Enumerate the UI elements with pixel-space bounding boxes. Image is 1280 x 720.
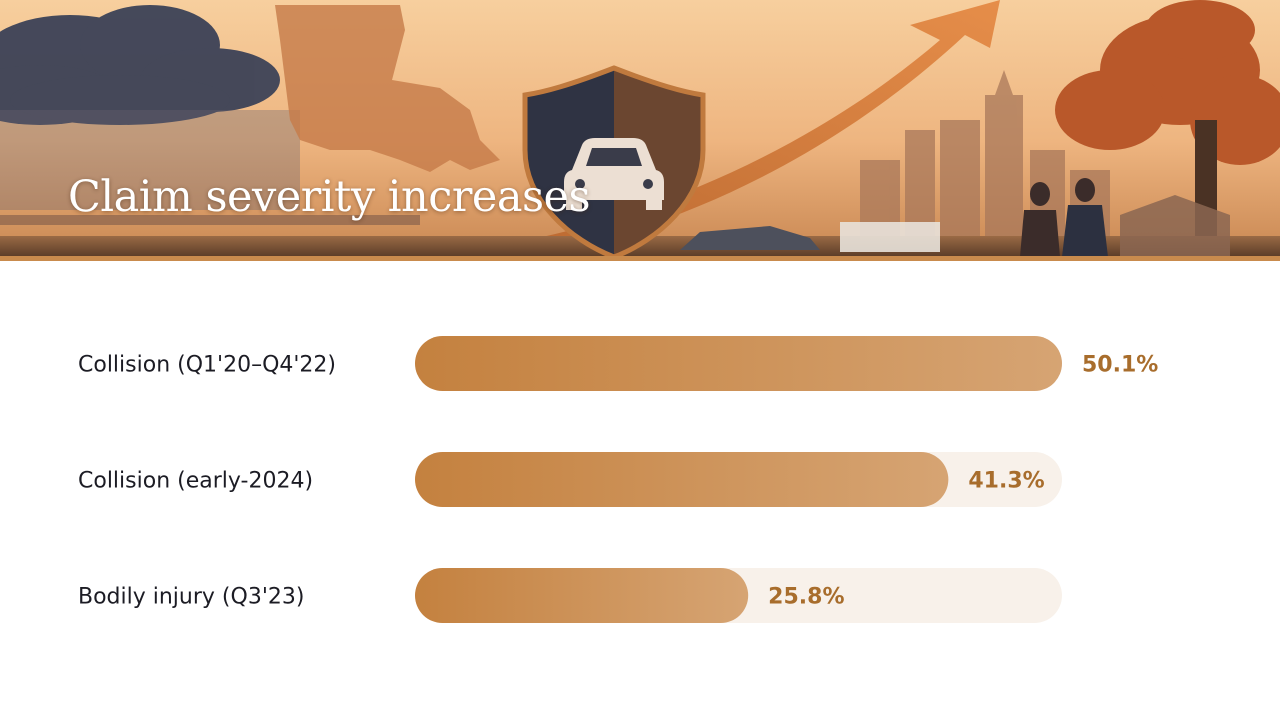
slide-title: Claim severity increases	[68, 172, 591, 222]
bar	[415, 452, 949, 507]
bar	[415, 336, 1062, 391]
category-label: Collision (early-2024)	[78, 469, 313, 494]
value-label: 41.3%	[968, 469, 1044, 494]
value-label: 25.8%	[768, 585, 844, 610]
category-label: Bodily injury (Q3'23)	[78, 585, 304, 610]
banner-accent-line	[0, 256, 1280, 261]
value-label: 50.1%	[1082, 353, 1158, 378]
category-label: Collision (Q1'20–Q4'22)	[78, 353, 336, 378]
bar-group: Collision (Q1'20–Q4'22) 50.1% Collision (e…	[78, 336, 1158, 623]
bar	[415, 568, 749, 623]
bar-chart: Collision (Q1'20–Q4'22) 50.1% Collision (e…	[78, 336, 1158, 623]
header-banner-image	[0, 0, 1280, 257]
